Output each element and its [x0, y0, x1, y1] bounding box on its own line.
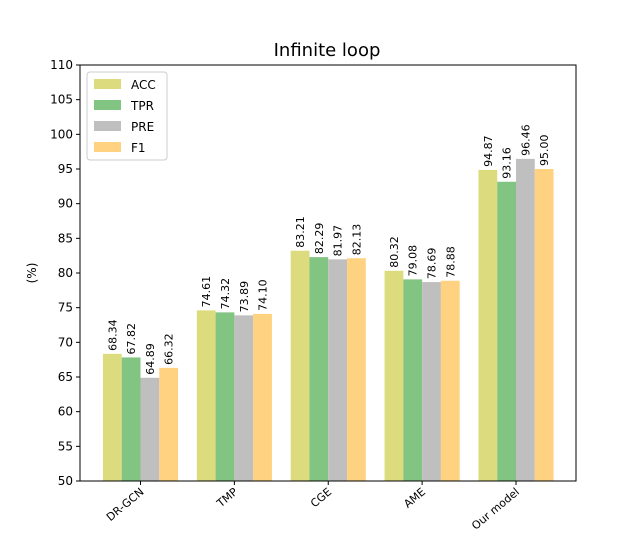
data-label: 67.82 — [125, 323, 138, 355]
y-tick-label: 75 — [58, 301, 73, 315]
y-tick-label: 55 — [58, 439, 73, 453]
data-label: 94.87 — [482, 135, 495, 167]
legend-label-f1: F1 — [131, 141, 146, 155]
bar-f1 — [253, 313, 272, 481]
bar-tpr — [403, 279, 423, 481]
y-tick-label: 95 — [58, 162, 73, 176]
chart-title: Infinite loop — [274, 40, 381, 61]
data-label: 73.89 — [238, 281, 251, 313]
data-label: 96.46 — [519, 124, 532, 156]
data-label: 95.00 — [538, 135, 551, 167]
legend-label-pre: PRE — [131, 120, 154, 134]
bar-f1 — [440, 280, 460, 481]
data-label: 82.13 — [350, 224, 363, 256]
y-tick-label: 65 — [58, 370, 73, 384]
data-label: 80.32 — [388, 236, 401, 268]
y-tick-label: 105 — [50, 93, 73, 107]
bar-f1 — [347, 258, 366, 481]
y-tick-label: 80 — [58, 266, 73, 280]
bar-f1 — [534, 169, 554, 481]
legend-label-acc: ACC — [131, 78, 156, 92]
data-label: 81.97 — [332, 225, 345, 257]
legend-swatch-acc — [94, 79, 121, 89]
legend-box — [86, 71, 168, 161]
data-label: 93.16 — [501, 147, 514, 179]
bar-pre — [422, 282, 441, 481]
y-tick-label: 70 — [58, 335, 73, 349]
bar-tpr — [497, 181, 516, 482]
y-tick-label: 90 — [58, 197, 73, 211]
bar-acc — [196, 310, 216, 481]
legend-swatch-tpr — [94, 100, 121, 110]
data-label: 83.21 — [294, 216, 307, 248]
data-label: 82.29 — [313, 223, 326, 255]
data-label: 79.08 — [407, 245, 420, 277]
legend: ACC TPR PRE F1 — [86, 71, 168, 161]
bar-tpr — [309, 257, 329, 481]
bar-acc — [290, 250, 310, 481]
legend-swatch-pre — [94, 121, 121, 131]
plot-frame — [79, 64, 577, 482]
data-label: 78.69 — [426, 248, 439, 280]
y-tick-label: 110 — [50, 58, 73, 72]
data-label: 74.32 — [219, 278, 232, 310]
bar-pre — [516, 158, 535, 482]
x-tick-label: AME — [401, 485, 428, 510]
bar-pre — [234, 315, 254, 481]
data-label: 78.88 — [444, 246, 457, 278]
bar-f1 — [159, 367, 179, 481]
bar-pre — [140, 377, 160, 481]
bar-acc — [478, 169, 498, 481]
data-label: 68.34 — [106, 319, 119, 351]
bar-acc — [102, 353, 122, 481]
x-tick-label: CGE — [308, 485, 334, 510]
bar-acc — [384, 270, 404, 481]
x-tick-label: TMP — [214, 485, 241, 511]
y-tick-label: 100 — [50, 127, 73, 141]
x-tick-label: Our model — [469, 485, 522, 532]
legend-swatch-f1 — [94, 142, 121, 152]
y-tick-label: 85 — [58, 231, 73, 245]
y-axis-label: (%) — [25, 263, 39, 284]
data-label: 66.32 — [163, 333, 176, 365]
bar-pre — [328, 259, 348, 481]
y-tick-label: 50 — [58, 474, 73, 488]
data-label: 74.61 — [200, 276, 213, 308]
data-label: 74.10 — [257, 279, 270, 311]
data-label: 64.89 — [144, 343, 157, 375]
x-tick-label: DR-GCN — [104, 485, 146, 524]
bar-tpr — [121, 357, 141, 481]
legend-label-tpr: TPR — [130, 99, 154, 113]
bar-tpr — [215, 312, 235, 481]
y-tick-label: 60 — [58, 405, 73, 419]
